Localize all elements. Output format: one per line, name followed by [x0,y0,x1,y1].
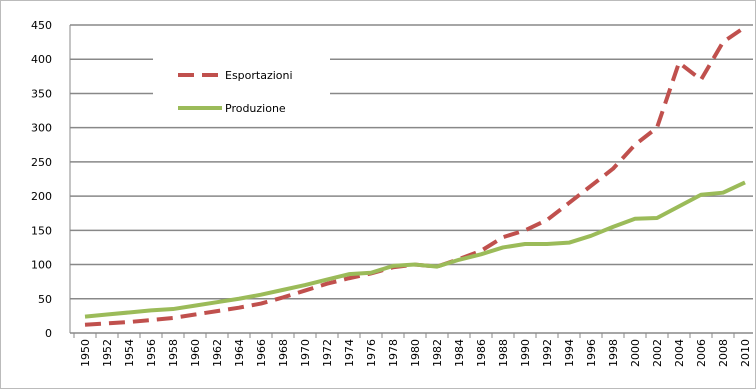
series-line [84,180,746,319]
y-tick-label: 100 [31,259,52,272]
y-tick-label: 0 [45,327,52,340]
x-tick-label: 1974 [343,339,356,367]
x-tick-label: 2006 [695,339,708,367]
x-tick-label: 1958 [167,339,180,367]
y-tick-label: 50 [38,293,52,306]
x-tick-label: 1978 [387,339,400,367]
x-tick-label: 1962 [211,339,224,367]
legend-label: Produzione [225,102,286,115]
x-tick-label: 1986 [475,339,488,367]
x-tick-label: 1998 [607,339,620,367]
x-tick-label: 1976 [365,339,378,367]
y-tick-label: 450 [31,19,52,32]
x-tick-label: 1996 [585,339,598,367]
y-tick-label: 400 [31,53,52,66]
x-tick-label: 1950 [79,339,92,367]
x-tick-label: 2000 [629,339,642,367]
y-tick-label: 250 [31,156,52,169]
x-tick-label: 1982 [431,339,444,367]
x-tick-label: 1990 [519,339,532,367]
x-tick-label: 2010 [739,339,752,367]
x-tick-label: 1980 [409,339,422,367]
x-tick-label: 2004 [673,339,686,367]
x-tick-label: 1960 [189,339,202,367]
legend-box [153,58,330,122]
x-tick-label: 1972 [321,339,334,367]
x-tick-label: 2008 [717,339,730,367]
y-tick-label: 200 [31,190,52,203]
x-tick-label: 1966 [255,339,268,367]
x-tick-label: 1954 [123,339,136,367]
x-tick-label: 1970 [299,339,312,367]
x-tick-label: 1968 [277,339,290,367]
x-tick-label: 2002 [651,339,664,367]
x-tick-label: 1964 [233,339,246,367]
x-tick-label: 1956 [145,339,158,367]
x-tick-label: 1988 [497,339,510,367]
legend-label: Esportazioni [225,69,293,82]
y-tick-label: 300 [31,122,52,135]
x-tick-label: 1952 [101,339,114,367]
x-tick-label: 1984 [453,339,466,367]
x-tick-label: 1994 [563,339,576,367]
y-tick-label: 350 [31,87,52,100]
x-tick-label: 1992 [541,339,554,367]
y-tick-label: 150 [31,224,52,237]
